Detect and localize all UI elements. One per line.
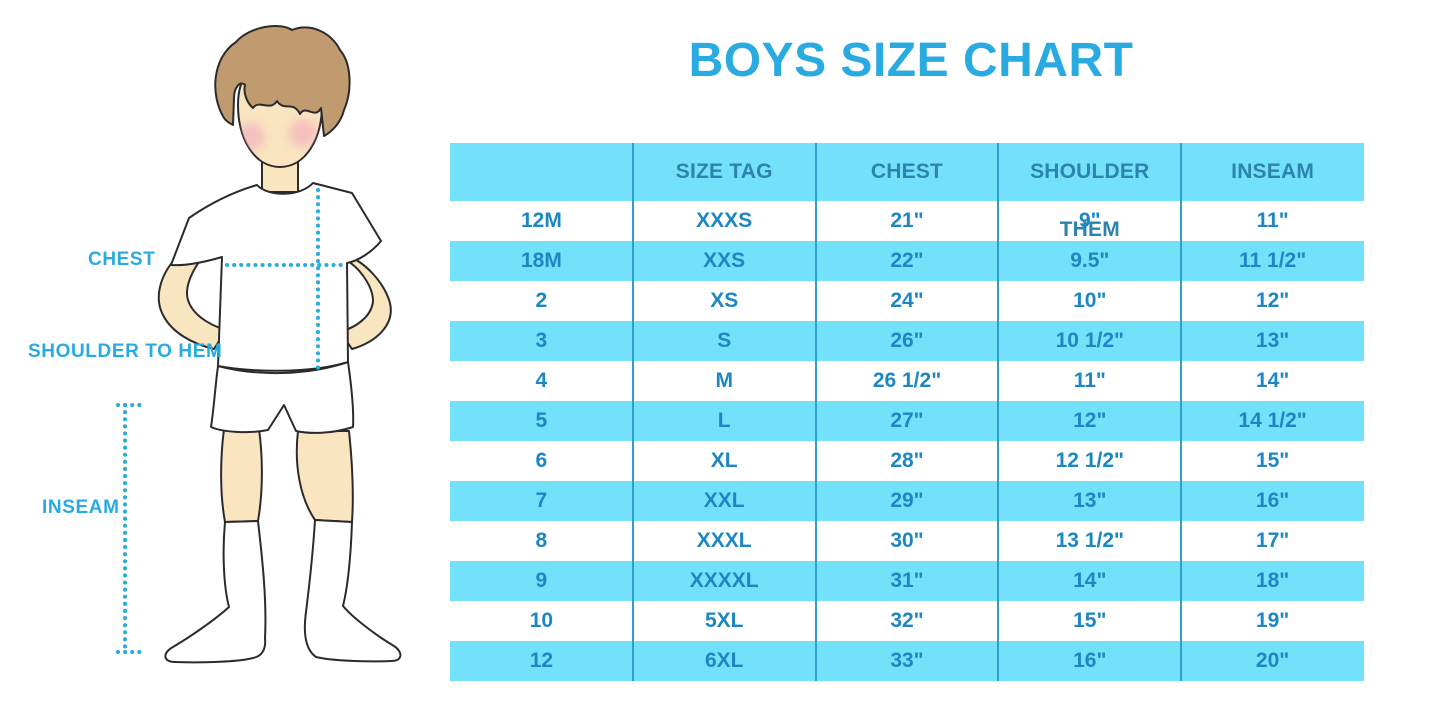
table-cell: 21": [890, 209, 924, 232]
table-cell: 28": [890, 449, 924, 472]
table-cell: 12M: [520, 209, 562, 232]
inseam-measure-line: [116, 403, 142, 654]
right-sock: [303, 519, 402, 663]
table-row: 3 S 26" 10 1/2" 13": [450, 321, 1364, 361]
table-cell: 29": [890, 489, 924, 512]
table-cell: 9": [1078, 209, 1101, 232]
table-cell: 3: [535, 329, 548, 352]
table-row: 4 M 26 1/2" 11" 14": [450, 361, 1364, 401]
table-cell: 5XL: [704, 609, 744, 632]
table-cell: 8: [535, 529, 548, 552]
table-cell: 13": [1255, 329, 1290, 352]
table-cell: 11": [1073, 369, 1106, 392]
table-cell: 16": [1255, 489, 1290, 512]
table-row: 8 XXXL 30" 13 1/2" 17": [450, 521, 1364, 561]
shorts: [210, 361, 355, 434]
table-cell: 6XL: [704, 649, 744, 672]
t-shirt: [170, 182, 382, 372]
left-arm: [157, 255, 227, 350]
table-cell: 17": [1255, 529, 1290, 552]
table-cell: 11 1/2": [1239, 249, 1307, 272]
hair: [214, 25, 351, 137]
table-cell: 24": [890, 289, 924, 312]
table-row: 2 XS 24" 10" 12": [450, 281, 1364, 321]
table-cell: M: [715, 369, 733, 392]
page-title: BOYS SIZE CHART: [688, 34, 1134, 87]
boy-measurement-figure: [116, 25, 402, 664]
table-cell: 6: [535, 449, 548, 472]
table-cell: XXXL: [696, 529, 752, 552]
column-header: SHOULDER THEM: [1030, 160, 1150, 241]
table-cell: S: [717, 329, 732, 352]
table-cell: XL: [710, 449, 738, 472]
table-cell: 13": [1073, 489, 1107, 512]
table-cell: XXS: [703, 249, 746, 272]
table-cell: 30": [890, 529, 924, 552]
column-divider: [631, 143, 634, 681]
column-divider: [814, 143, 817, 681]
column-header: INSEAM: [1231, 160, 1315, 183]
table-cell: 12": [1073, 409, 1107, 432]
table-row: 5 L 27" 12" 14 1/2": [450, 401, 1364, 441]
table-cell: XXXS: [696, 209, 753, 232]
table-cell: XXXXL: [689, 569, 759, 592]
table-cell: 10 1/2": [1055, 329, 1124, 352]
column-header: SIZE TAG: [675, 160, 773, 183]
column-divider: [997, 143, 1000, 681]
table-cell: 11": [1256, 209, 1289, 232]
inseam-label: INSEAM: [42, 497, 120, 518]
table-cell: 15": [1255, 449, 1290, 472]
size-table-body: 12M XXXS 21" 9" 11" 18M XXS 22" 9.5" 11 1/2" 2 XS 24…: [450, 201, 1364, 681]
table-cell: 26 1/2": [872, 369, 942, 392]
table-cell: 15": [1073, 609, 1107, 632]
table-cell: XS: [710, 289, 739, 312]
table-cell: 20": [1255, 649, 1290, 672]
table-cell: 32": [890, 609, 924, 632]
left-leg: [220, 428, 263, 523]
size-table-header: SIZE TAG CHEST SHOULDER THEM INSEAM: [450, 143, 1364, 241]
table-cell: 12 1/2": [1055, 449, 1124, 472]
column-header: CHEST: [870, 160, 944, 183]
table-cell: 22": [890, 249, 924, 272]
table-cell: 10": [1073, 289, 1107, 312]
table-cell: 10: [529, 609, 554, 632]
table-cell: 19": [1255, 609, 1290, 632]
table-cell: 12: [529, 649, 554, 672]
right-leg: [295, 430, 354, 523]
table-cell: 18M: [520, 249, 562, 272]
table-row: 10 5XL 32" 15" 19": [450, 601, 1364, 641]
shoulder-to-hem-label: SHOULDER TO HEM: [28, 341, 223, 362]
table-cell: 4: [535, 369, 548, 392]
table-cell: 27": [890, 409, 924, 432]
size-table: SIZE TAG CHEST SHOULDER THEM INSEAM 12M XXXS…: [450, 143, 1364, 681]
table-cell: 31": [890, 569, 924, 592]
table-cell: 7: [535, 489, 548, 512]
table-row: 18M XXS 22" 9.5" 11 1/2": [450, 241, 1364, 281]
table-cell: 14 1/2": [1238, 409, 1307, 432]
right-arm: [339, 254, 392, 350]
table-cell: 2: [535, 289, 548, 312]
chest-label: CHEST: [88, 249, 156, 270]
table-cell: 12": [1255, 289, 1290, 312]
table-cell: XXL: [703, 489, 745, 512]
table-cell: 5: [535, 409, 548, 432]
table-cell: 33": [890, 649, 924, 672]
left-sock: [164, 520, 267, 664]
table-row: 12M XXXS 21" 9" 11": [450, 201, 1364, 241]
table-cell: 9: [535, 569, 548, 592]
column-divider: [1180, 143, 1183, 681]
table-row: 6 XL 28" 12 1/2" 15": [450, 441, 1364, 481]
table-cell: 16": [1073, 649, 1107, 672]
table-row: 12 6XL 33" 16" 20": [450, 641, 1364, 681]
table-cell: 9.5": [1070, 249, 1110, 272]
table-cell: L: [717, 409, 731, 432]
table-cell: 14": [1255, 369, 1290, 392]
table-cell: 18": [1255, 569, 1290, 592]
table-row: 9 XXXXL 31" 14" 18": [450, 561, 1364, 601]
table-row: 7 XXL 29" 13" 16": [450, 481, 1364, 521]
table-cell: 14": [1073, 569, 1107, 592]
table-cell: 13 1/2": [1055, 529, 1124, 552]
table-cell: 26": [890, 329, 924, 352]
